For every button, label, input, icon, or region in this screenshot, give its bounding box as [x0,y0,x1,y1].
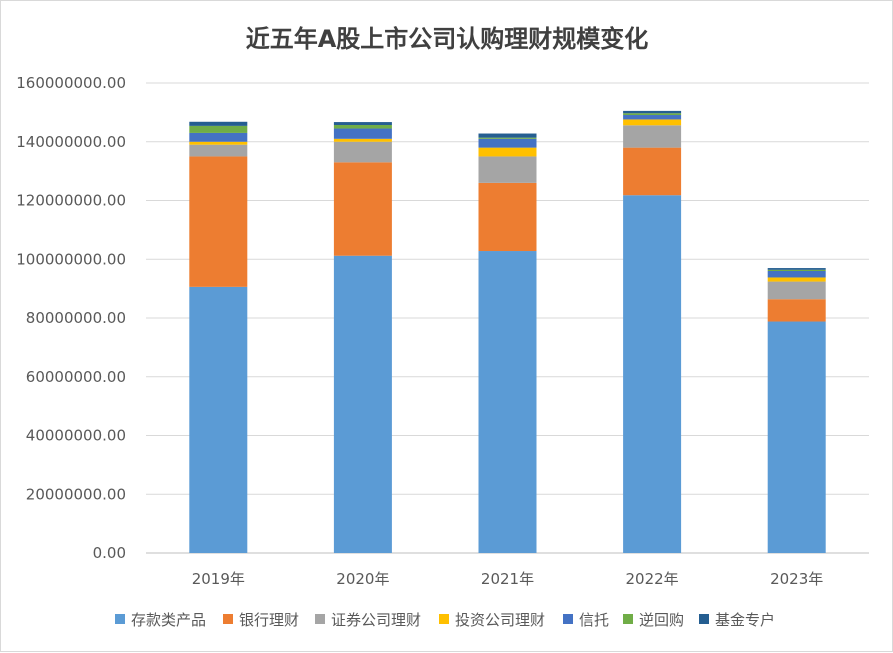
bar-segment [189,141,248,145]
bar-segment [767,269,826,271]
bar-segment [478,182,537,252]
bar-segment [333,162,392,256]
y-tick-label: 40000000.00 [26,427,126,445]
x-axis: 2019年 2020年 2021年 2022年 2023年 [192,570,824,588]
bar-segment [623,147,682,196]
legend-label: 投资公司理财 [455,611,545,629]
bar-segment [767,268,826,270]
legend-swatch [699,614,709,624]
legend-label: 逆回购 [639,611,684,629]
bar-segment [478,133,537,138]
bar-segment [767,271,826,278]
bar-segment [623,119,682,126]
bar-segment [333,128,392,139]
bar-segment [767,321,826,553]
bar-segment [478,138,537,148]
x-tick-label: 2023年 [770,570,823,588]
x-tick-label: 2021年 [481,570,534,588]
legend-item: 基金专户 [699,611,775,629]
bar-segment [478,137,537,139]
legend-label: 证券公司理财 [331,611,421,629]
legend-item: 存款类产品 [115,611,206,629]
bar-segment [333,141,392,163]
bar-segment [189,286,248,553]
y-tick-label: 20000000.00 [26,485,126,503]
legend-swatch [563,614,573,624]
bar-segment [478,156,537,183]
legend-item: 投资公司理财 [439,611,545,629]
legend-item: 信托 [563,611,609,629]
bar-segment [478,251,537,553]
bar-segment [623,125,682,148]
x-tick-label: 2020年 [336,570,389,588]
bar-segment [623,113,682,116]
bar-segment [333,122,392,126]
bar-segment [767,299,826,322]
legend-label: 基金专户 [715,611,775,629]
x-tick-label: 2022年 [626,570,679,588]
y-tick-label: 160000000.00 [16,74,126,92]
y-axis-tick-labels: 0.00 20000000.00 40000000.00 60000000.00 800… [16,74,126,562]
legend-item: 证券公司理财 [315,611,421,629]
legend-label: 银行理财 [239,611,299,629]
bar-segment [189,125,248,133]
legend-swatch [439,614,449,624]
y-tick-label: 0.00 [93,544,126,562]
x-tick-label: 2019年 [192,570,245,588]
legend-item: 逆回购 [623,611,684,629]
legend-label: 信托 [579,611,609,629]
bars [189,110,826,553]
legend-swatch [623,614,633,624]
legend-item: 银行理财 [223,611,299,629]
y-tick-label: 80000000.00 [26,309,126,327]
legend-swatch [115,614,125,624]
bar-segment [623,195,682,553]
chart-title: 近五年A股上市公司认购理财规模变化 [246,25,649,53]
y-tick-label: 60000000.00 [26,368,126,386]
legend-label: 存款类产品 [131,611,206,629]
bar-segment [189,121,248,126]
bar-segment [189,156,248,287]
bar-segment [623,110,682,114]
bar-segment [478,147,537,157]
bar-segment [767,277,826,282]
legend: 存款类产品 银行理财 证券公司理财 投资公司理财 信托 逆回购 基金专户 [115,611,775,629]
y-tick-label: 120000000.00 [16,192,126,210]
legend-swatch [315,614,325,624]
bar-segment [333,138,392,142]
bar-segment [333,125,392,129]
legend-swatch [223,614,233,624]
bar-segment [767,281,826,300]
y-tick-label: 140000000.00 [16,133,126,151]
bar-segment [189,132,248,142]
bar-segment [623,115,682,120]
y-tick-label: 100000000.00 [16,250,126,268]
bar-segment [333,255,392,553]
bar-segment [189,144,248,157]
